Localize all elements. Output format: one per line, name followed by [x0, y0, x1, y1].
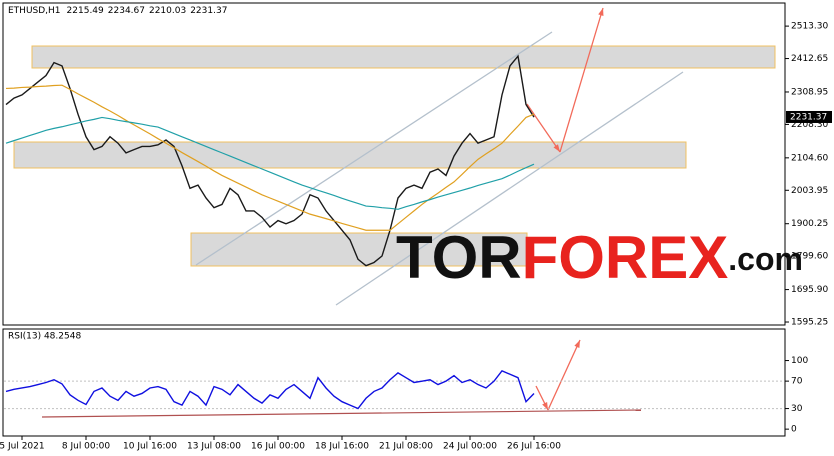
y-tick-label: 1695.90 [791, 285, 828, 295]
x-tick-label: 5 Jul 2021 [0, 442, 45, 452]
symbol-header: ETHUSD,H1 2215.49 2234.67 2210.03 2231.37 [8, 6, 227, 16]
y-tick-label: 2104.60 [791, 153, 828, 163]
y-tick-label: 100 [791, 356, 808, 366]
logo-part: TOR [396, 224, 522, 291]
y-tick-label: 30 [791, 404, 803, 414]
series-line [5, 84, 535, 231]
x-tick-label: 18 Jul 16:00 [315, 442, 369, 452]
x-tick-label: 13 Jul 08:00 [187, 442, 241, 452]
resistance-zone [31, 45, 776, 69]
forecast-arrow [526, 103, 561, 153]
arrow-head [553, 144, 560, 152]
y-tick-label: 1595.25 [791, 318, 828, 328]
channel-line [195, 31, 553, 266]
rsi-trendline [41, 409, 642, 418]
x-tick-label: 16 Jul 00:00 [251, 442, 305, 452]
x-tick-label: 26 Jul 16:00 [507, 442, 561, 452]
forecast-arrow [547, 339, 581, 411]
price-label-box [786, 110, 832, 123]
series-line [5, 369, 535, 410]
y-tick-label: 2003.95 [791, 186, 828, 196]
symbol: ETHUSD,H1 [8, 6, 61, 16]
open: 2215.49 [67, 6, 104, 16]
logo: TORFOREX.com [396, 224, 803, 291]
y-tick-label: 2208.30 [791, 120, 828, 130]
arrow-head [598, 8, 604, 16]
y-tick-label: 1799.60 [791, 252, 828, 262]
x-tick-label: 8 Jul 00:00 [62, 442, 111, 452]
y-tick-label: 2412.65 [791, 54, 828, 64]
rsi-panel [2, 328, 786, 437]
x-tick-label: 24 Jul 00:00 [443, 442, 497, 452]
y-tick-label: 0 [791, 425, 797, 435]
support-zone [190, 232, 528, 267]
logo-part: .com [728, 241, 803, 277]
logo-text: TORFOREX.com [396, 224, 803, 291]
high: 2234.67 [108, 6, 145, 16]
y-tick-label: 70 [791, 377, 803, 387]
series-line [5, 116, 535, 210]
close: 2231.37 [190, 6, 227, 16]
channel-line [335, 71, 684, 306]
y-tick-label: 2513.30 [791, 22, 828, 32]
rsi-title: RSI(13) 48.2548 [8, 332, 81, 342]
low: 2210.03 [149, 6, 186, 16]
annotations [41, 7, 642, 418]
forecast-arrow [559, 7, 604, 153]
x-tick-label: 10 Jul 16:00 [123, 442, 177, 452]
logo-part: FOREX [522, 224, 729, 291]
series-line [5, 54, 535, 267]
y-tick-label: 1900.25 [791, 219, 828, 229]
y-tick-label: 2308.95 [791, 87, 828, 97]
arrow-head [542, 402, 548, 410]
arrow-head [574, 340, 580, 348]
current-price: 2231.37 [790, 112, 827, 122]
x-tick-label: 21 Jul 08:00 [379, 442, 433, 452]
